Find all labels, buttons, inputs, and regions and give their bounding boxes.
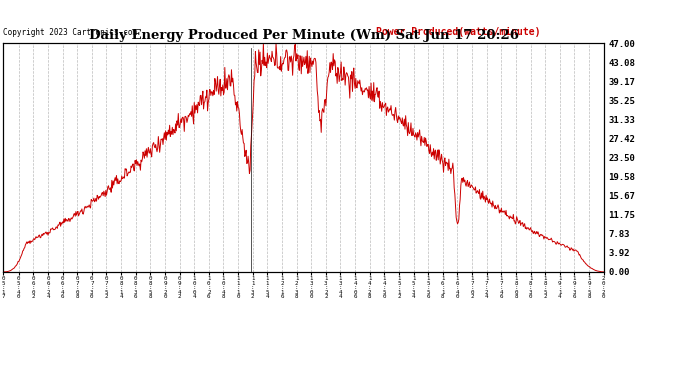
Title: Daily Energy Produced Per Minute (Wm) Sat Jun 17 20:26: Daily Energy Produced Per Minute (Wm) Sa…	[88, 29, 519, 42]
Text: Power Produced(watts/minute): Power Produced(watts/minute)	[375, 27, 540, 38]
Text: Copyright 2023 Cartronics.com: Copyright 2023 Cartronics.com	[3, 28, 137, 38]
